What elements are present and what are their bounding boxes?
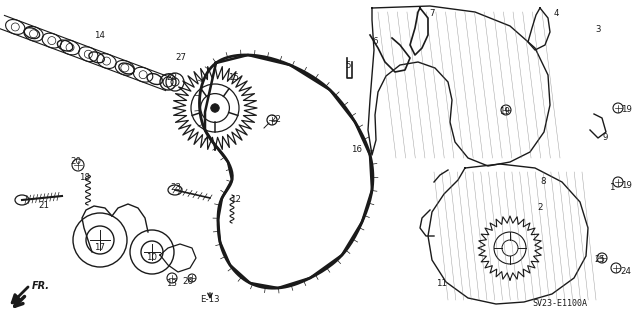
Text: 5: 5 xyxy=(345,61,351,70)
Text: 17: 17 xyxy=(95,242,106,251)
Text: E-13: E-13 xyxy=(200,294,220,303)
Text: 24: 24 xyxy=(621,268,632,277)
Text: 19: 19 xyxy=(499,108,509,116)
Text: 14: 14 xyxy=(95,32,106,41)
Text: 19: 19 xyxy=(621,181,632,189)
Text: 19: 19 xyxy=(621,106,632,115)
Text: 20: 20 xyxy=(70,158,81,167)
Text: 21: 21 xyxy=(38,201,49,210)
Text: 18: 18 xyxy=(79,174,90,182)
Text: 27: 27 xyxy=(175,54,186,63)
Text: 6: 6 xyxy=(372,38,378,47)
Text: 22: 22 xyxy=(271,115,282,124)
Text: 26: 26 xyxy=(182,278,193,286)
Text: 16: 16 xyxy=(351,145,362,154)
Text: SV23-E1100A: SV23-E1100A xyxy=(532,299,588,308)
Text: 2: 2 xyxy=(537,204,543,212)
Text: 11: 11 xyxy=(436,278,447,287)
Text: 28: 28 xyxy=(166,73,177,83)
Circle shape xyxy=(211,104,220,112)
Text: 15: 15 xyxy=(228,73,239,83)
Text: 25: 25 xyxy=(595,256,605,264)
Text: 7: 7 xyxy=(429,10,435,19)
Text: FR.: FR. xyxy=(32,281,50,291)
Text: 12: 12 xyxy=(230,196,241,204)
Text: 3: 3 xyxy=(595,26,601,34)
Text: 23: 23 xyxy=(170,182,182,191)
Text: 9: 9 xyxy=(602,133,608,143)
Text: 8: 8 xyxy=(540,177,546,187)
Text: 13: 13 xyxy=(166,278,177,287)
Text: 4: 4 xyxy=(553,10,559,19)
Text: 1: 1 xyxy=(609,183,615,192)
Text: 10: 10 xyxy=(147,254,157,263)
